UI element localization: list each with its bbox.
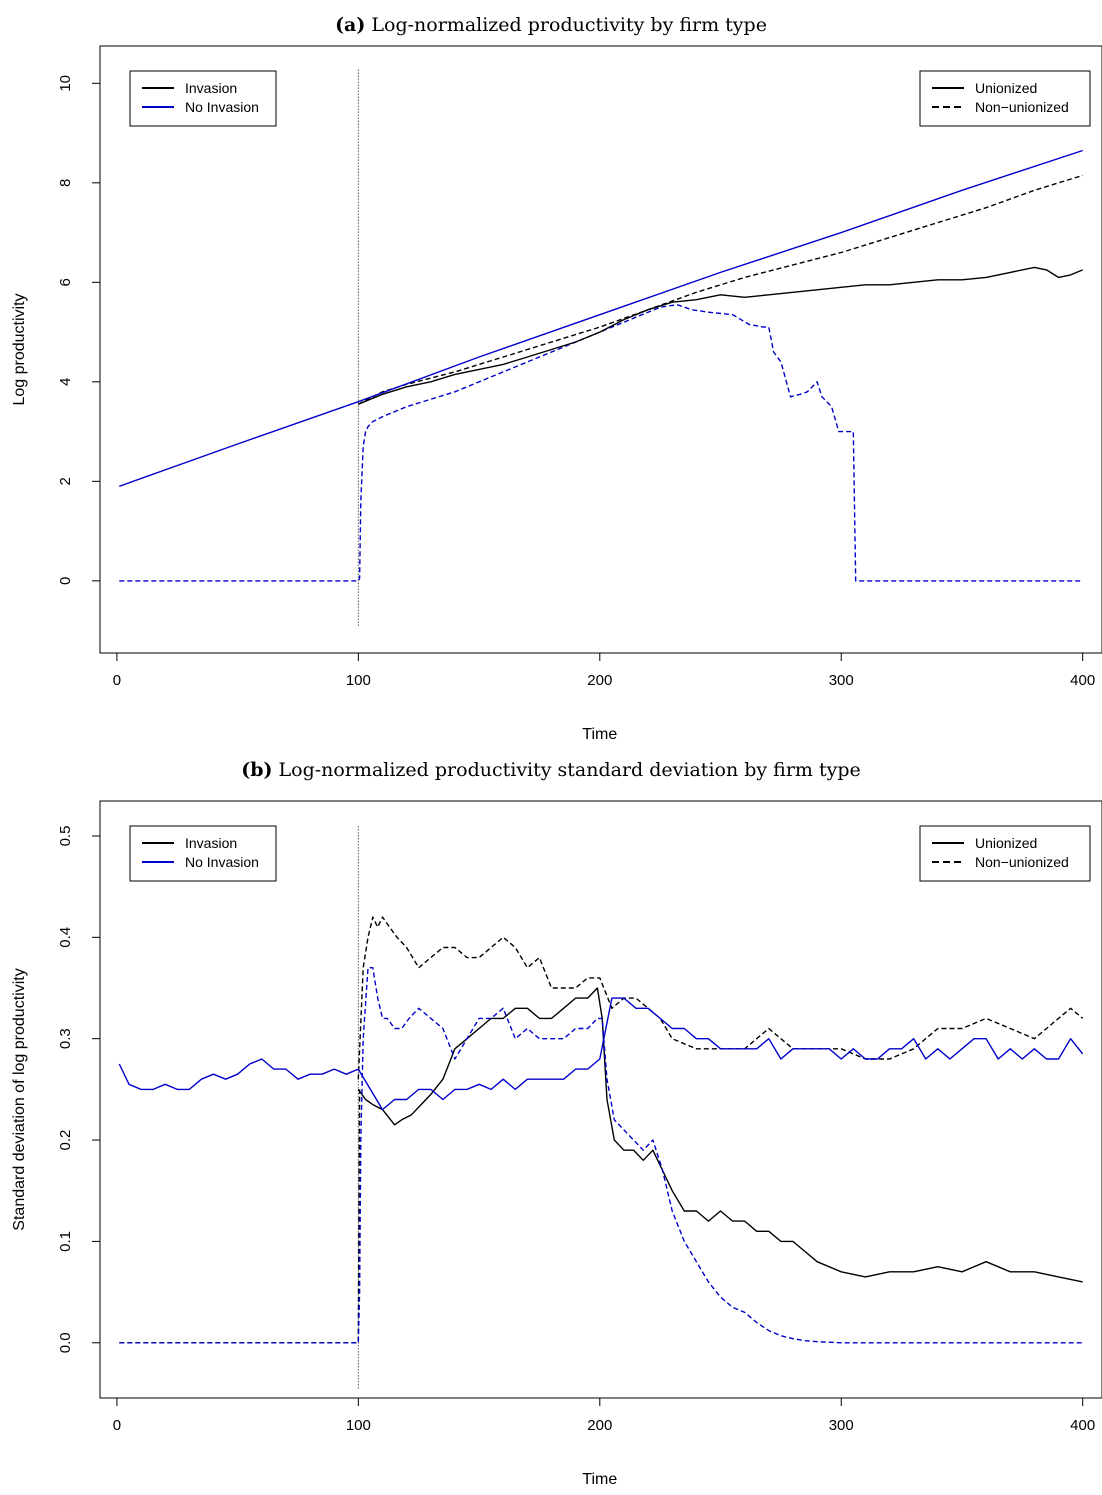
y-tick-label: 8: [57, 179, 74, 187]
legend-label: Non−unionized: [975, 854, 1069, 870]
y-tick-label: 0.3: [57, 1028, 74, 1049]
x-tick-label: 300: [829, 672, 854, 689]
y-tick-label: 10: [57, 75, 74, 92]
x-tick-label: 200: [587, 672, 612, 689]
chart-b: 0 100 200 300 400 0.0 0.1 0.2 0.3 0.4 0.5 Time Stand…: [11, 800, 1102, 1488]
legend-color-box: [129, 70, 277, 127]
legend-label: No Invasion: [185, 99, 259, 115]
y-tick-label: 0.4: [57, 927, 74, 948]
series-line-no-invasion-union: [118, 997, 1084, 1111]
series-line-invasion-union: [357, 987, 1083, 1283]
chart-title: (a) Log-normalized productivity by firm …: [0, 14, 1102, 36]
panel-label: (b): [241, 759, 273, 781]
y-tick-label: 6: [57, 278, 74, 286]
chart-title: (b) Log-normalized productivity standard…: [0, 759, 1102, 781]
series-line-invasion-non-union: [357, 174, 1083, 405]
x-tick-label: 400: [1070, 1417, 1095, 1434]
y-axis-title: Standard deviation of log productivity: [11, 968, 28, 1230]
y-tick-label: 2: [57, 477, 74, 485]
chart-title-text: Log-normalized productivity by firm type: [371, 14, 767, 36]
chart-a: 0 100 200 300 400 0 2 4 6 8 10 Time Log productivity…: [11, 45, 1102, 743]
legend-style-box: [919, 825, 1091, 882]
x-tick-label: 100: [346, 672, 371, 689]
x-tick-label: 300: [829, 1417, 854, 1434]
y-tick-label: 0: [57, 577, 74, 585]
legend-color-box: [129, 825, 277, 882]
legend-style-box: [919, 70, 1091, 127]
legend-label: Invasion: [185, 835, 237, 851]
x-axis-title: Time: [582, 726, 617, 743]
x-tick-label: 0: [113, 672, 121, 689]
legend-label: Non−unionized: [975, 99, 1069, 115]
chart-title-text: Log-normalized productivity standard dev…: [278, 759, 861, 781]
series-line-no-invasion-union: [119, 149, 1083, 487]
plot-frame: [99, 800, 1102, 1399]
legend-label: Unionized: [975, 80, 1037, 96]
series-line-invasion-union: [358, 266, 1083, 405]
series-line-no-invasion-non-union: [119, 304, 1083, 582]
panel-label: (a): [335, 14, 366, 36]
y-tick-label: 0.1: [57, 1231, 74, 1252]
x-tick-label: 100: [346, 1417, 371, 1434]
y-tick-label: 0.5: [57, 826, 74, 847]
legend-label: No Invasion: [185, 854, 259, 870]
legend-label: Invasion: [185, 80, 237, 96]
y-axis-title: Log productivity: [11, 293, 28, 405]
series-line-no-invasion-non-union: [119, 966, 1083, 1344]
legend-label: Unionized: [975, 835, 1037, 851]
x-tick-label: 400: [1070, 672, 1095, 689]
plot-frame: [99, 45, 1102, 654]
x-tick-label: 0: [113, 1417, 121, 1434]
y-tick-label: 0.2: [57, 1130, 74, 1151]
panel-b: (b) Log-normalized productivity standard…: [0, 745, 1102, 1495]
series-line-zero-line: [119, 1089, 361, 1344]
y-tick-label: 0.0: [57, 1332, 74, 1353]
x-tick-label: 200: [587, 1417, 612, 1434]
panel-a: (a) Log-normalized productivity by firm …: [0, 0, 1102, 745]
x-axis-title: Time: [582, 1471, 617, 1488]
y-tick-label: 4: [57, 378, 74, 386]
series-line-invasion-non-union: [357, 916, 1084, 1080]
